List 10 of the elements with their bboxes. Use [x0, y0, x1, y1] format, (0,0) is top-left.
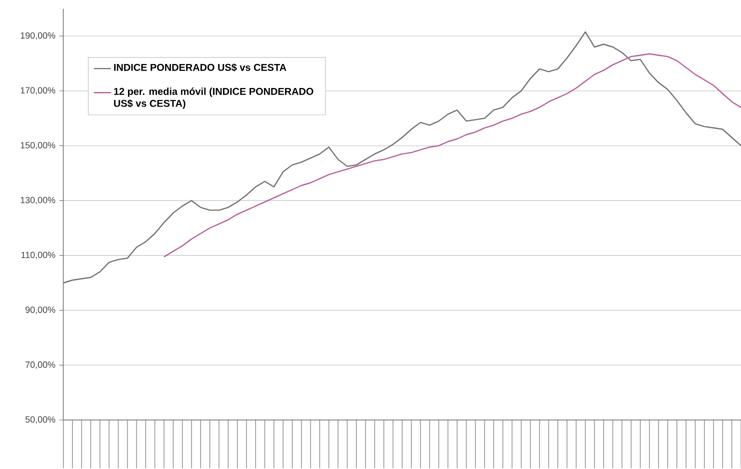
y-tick-label: 110,00% [21, 252, 56, 260]
y-tick-label: 90,00% [26, 306, 56, 314]
y-tick-label: 70,00% [26, 361, 56, 369]
y-tick-label: 130,00% [20, 196, 56, 204]
y-tick-label: 150,00% [20, 142, 56, 150]
legend-label: INDICE PONDERADO US$ vs CESTA [114, 63, 286, 72]
y-tick-label: 190,00% [20, 32, 56, 40]
y-tick-label: 50,00% [25, 416, 56, 424]
y-tick-label: 170,00% [20, 87, 56, 95]
legend-label: 12 per. media móvil (INDICE PONDERADO US$ vs CESTA) [114, 88, 314, 109]
